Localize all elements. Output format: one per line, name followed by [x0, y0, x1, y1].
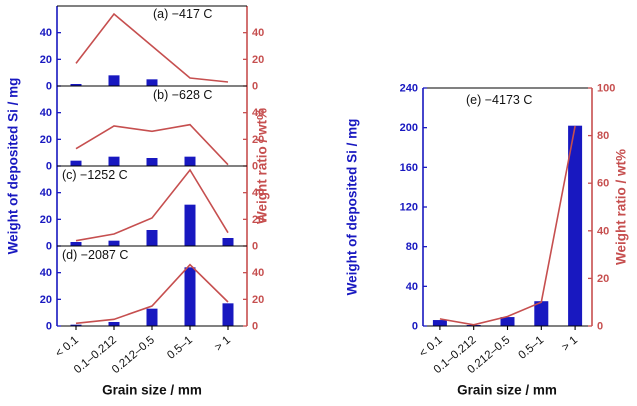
bar-d-4	[222, 303, 234, 326]
bar-e-2	[500, 317, 515, 326]
bar-d-2	[146, 308, 158, 326]
svg-text:0: 0	[252, 241, 258, 253]
svg-text:0: 0	[597, 321, 603, 333]
svg-text:80: 80	[406, 241, 418, 253]
svg-text:> 1: > 1	[560, 334, 580, 354]
svg-text:20: 20	[252, 294, 264, 306]
bar-a-0	[70, 84, 82, 86]
svg-text:0: 0	[46, 241, 52, 253]
svg-text:20: 20	[252, 214, 264, 226]
svg-text:> 1: > 1	[213, 334, 233, 354]
panel-d-title: (d) −2087 C	[62, 248, 129, 262]
svg-text:0: 0	[252, 81, 258, 93]
bar-b-0	[70, 160, 82, 166]
svg-text:0: 0	[46, 321, 52, 333]
svg-text:20: 20	[252, 54, 264, 66]
ratio-line-b	[75, 123, 229, 166]
svg-text:40: 40	[252, 187, 264, 199]
svg-text:240: 240	[400, 83, 418, 95]
svg-text:160: 160	[400, 162, 418, 174]
svg-text:20: 20	[597, 273, 609, 285]
svg-text:20: 20	[40, 294, 52, 306]
bar-e-4	[568, 125, 583, 326]
svg-text:40: 40	[40, 107, 52, 119]
bar-a-1	[108, 75, 120, 86]
svg-text:40: 40	[252, 107, 264, 119]
svg-text:120: 120	[400, 202, 418, 214]
ratio-line-d	[75, 263, 229, 325]
svg-text:40: 40	[597, 225, 609, 237]
svg-text:0: 0	[46, 81, 52, 93]
svg-text:0: 0	[252, 161, 258, 173]
svg-text:0.5–1: 0.5–1	[516, 334, 546, 362]
bar-c-0	[70, 242, 82, 246]
left-group-x-axis-label: Grain size / mm	[102, 382, 202, 398]
svg-text:20: 20	[252, 134, 264, 146]
panel-a-title: (a) −417 C	[153, 7, 213, 21]
svg-text:100: 100	[597, 83, 615, 95]
right-chart-x-axis-label: Grain size / mm	[457, 382, 557, 398]
bar-c-3	[184, 204, 196, 246]
ratio-line-e	[439, 125, 576, 326]
svg-text:20: 20	[40, 54, 52, 66]
svg-text:0: 0	[412, 321, 418, 333]
svg-text:< 0.1: < 0.1	[53, 334, 81, 360]
svg-text:200: 200	[400, 122, 418, 134]
bar-e-3	[534, 301, 549, 326]
svg-text:40: 40	[40, 267, 52, 279]
svg-text:< 0.1: < 0.1	[417, 334, 445, 360]
bar-b-2	[146, 158, 158, 166]
bar-c-1	[108, 240, 120, 246]
svg-text:40: 40	[252, 27, 264, 39]
bar-e-0	[432, 320, 447, 326]
svg-text:0.5–1: 0.5–1	[165, 334, 195, 362]
svg-text:80: 80	[597, 130, 609, 142]
ratio-line-a	[75, 12, 229, 83]
panel-e-title: (e) −4173 C	[466, 93, 533, 107]
svg-text:40: 40	[252, 267, 264, 279]
bar-d-0	[70, 324, 82, 326]
svg-text:20: 20	[40, 214, 52, 226]
bar-d-3	[184, 267, 196, 326]
svg-text:60: 60	[597, 178, 609, 190]
svg-text:40: 40	[40, 187, 52, 199]
svg-text:0: 0	[252, 321, 258, 333]
svg-text:0.212–0.5: 0.212–0.5	[110, 334, 157, 376]
bar-c-4	[222, 238, 234, 246]
bar-c-2	[146, 230, 158, 246]
svg-text:0: 0	[46, 161, 52, 173]
bar-b-3	[184, 156, 196, 166]
svg-text:20: 20	[40, 134, 52, 146]
bar-b-1	[108, 156, 120, 166]
bar-d-1	[108, 322, 120, 326]
ratio-line-c	[75, 168, 229, 242]
bar-a-2	[146, 79, 158, 86]
panel-c-title: (c) −1252 C	[62, 168, 128, 182]
svg-text:40: 40	[406, 281, 418, 293]
svg-text:40: 40	[40, 27, 52, 39]
panel-b-title: (b) −628 C	[153, 88, 213, 102]
